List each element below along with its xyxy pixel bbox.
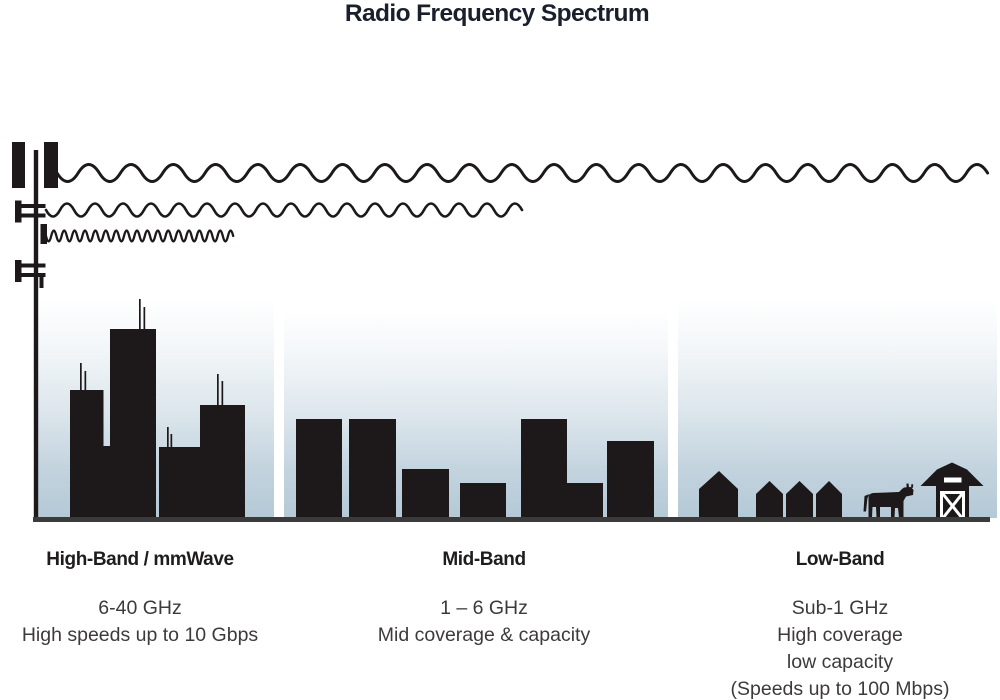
- tower-side-antenna: [39, 277, 44, 288]
- barn-loft-window: [944, 477, 962, 483]
- cow-tail: [863, 494, 870, 512]
- tower-side-antenna: [40, 224, 47, 244]
- antenna-line: [167, 427, 169, 448]
- tower-side-antenna: [15, 260, 22, 282]
- tower-antenna-panel-right: [44, 142, 58, 188]
- antenna-line: [143, 307, 146, 330]
- low-band-label: Low-Band Sub-1 GHz High coverage low cap…: [731, 549, 950, 700]
- antenna-line: [84, 371, 87, 391]
- midrise-building: [349, 419, 396, 520]
- radio-waves: [44, 163, 990, 243]
- house-icon: [786, 481, 813, 518]
- midrise-building: [296, 419, 342, 520]
- city-skyline-icon: [70, 299, 245, 520]
- high-band-label: High-Band / mmWave 6-40 GHz High speeds …: [22, 549, 258, 649]
- tower-side-antenna: [15, 200, 22, 223]
- antenna-line: [80, 363, 82, 391]
- house-icon: [756, 481, 783, 518]
- mid-band-label: Mid-Band 1 – 6 GHz Mid coverage & capaci…: [378, 549, 590, 649]
- low-band-frequency: Sub-1 GHz: [791, 597, 889, 619]
- mid-band-heading: Mid-Band: [442, 549, 526, 570]
- skyscraper: [159, 447, 200, 520]
- mid-band-description: Mid coverage & capacity: [377, 624, 591, 646]
- cow-body: [868, 487, 914, 518]
- high-band-heading: High-Band / mmWave: [46, 549, 234, 570]
- tower-crossbar: [21, 273, 46, 277]
- high-band-frequency: 6-40 GHz: [98, 597, 182, 619]
- skyscraper: [103, 446, 110, 520]
- tower-antenna-panel-left: [12, 142, 25, 188]
- low-band-coverage: High coverage: [777, 624, 903, 646]
- mid-band-wave: [44, 202, 524, 218]
- midrise-building: [521, 419, 567, 520]
- barn-roof: [920, 462, 984, 486]
- midrise-building: [607, 441, 654, 520]
- low-band-speed: (Speeds up to 100 Mbps): [730, 678, 950, 700]
- skyscraper: [70, 390, 104, 520]
- low-band-capacity: low capacity: [786, 651, 894, 673]
- high-band-wave: [44, 229, 235, 243]
- tower-crossbar: [21, 213, 46, 218]
- skyscraper: [200, 405, 245, 520]
- midrise-buildings-icon: [296, 419, 654, 520]
- ground-line: [33, 517, 990, 522]
- skyscraper: [110, 329, 156, 520]
- midrise-building: [567, 483, 603, 520]
- cell-tower-icon: [12, 142, 58, 520]
- low-band-heading: Low-Band: [795, 549, 885, 570]
- mid-band-frequency: 1 – 6 GHz: [440, 597, 528, 619]
- antenna-line: [139, 299, 141, 330]
- low-band-wave: [55, 163, 990, 183]
- cow-horns: [906, 483, 914, 488]
- midrise-building: [402, 469, 449, 520]
- antenna-line: [170, 434, 173, 448]
- antenna-line: [217, 374, 219, 405]
- house-icon: [816, 481, 842, 518]
- barn-icon: [920, 462, 984, 519]
- midrise-building: [460, 483, 506, 520]
- page-title: Radio Frequency Spectrum: [344, 0, 650, 27]
- tower-crossbar: [17, 204, 46, 208]
- barn-door-crossbuck: [941, 493, 964, 519]
- antenna-line: [221, 381, 224, 405]
- cow-icon: [863, 483, 914, 518]
- rural-scene: [699, 462, 984, 519]
- house-icon: [699, 471, 738, 518]
- high-band-description: High speeds up to 10 Gbps: [21, 624, 259, 646]
- tower-crossbar: [17, 263, 46, 268]
- tower-pole: [33, 150, 39, 520]
